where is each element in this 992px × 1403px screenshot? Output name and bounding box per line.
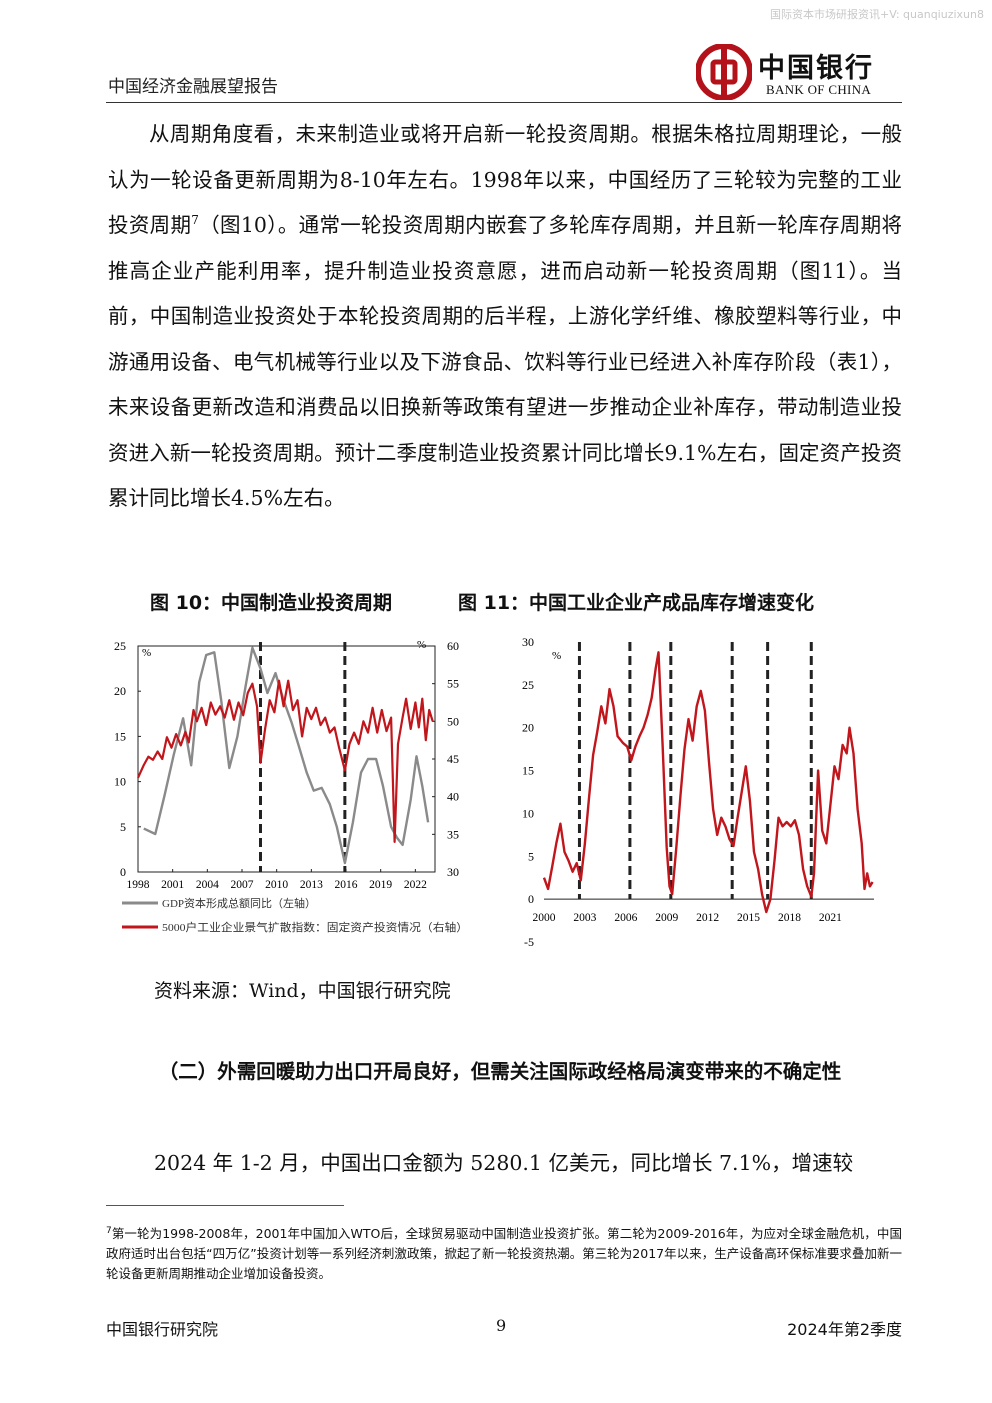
y-tick-label: 10 — [522, 806, 534, 820]
y-tick-label: 5 — [528, 849, 534, 863]
y-left-tick-label: 25 — [114, 639, 126, 653]
x-tick-label: 1998 — [127, 879, 150, 891]
plot-frame — [137, 645, 436, 873]
figure-11-title: 图 11：中国工业企业产成品库存增速变化 — [458, 592, 815, 614]
figure-10-title: 图 10：中国制造业投资周期 — [150, 592, 393, 614]
body-paragraph-2: 2024 年 1-2 月，中国出口金额为 5280.1 亿美元，同比增长 7.1… — [154, 1146, 902, 1176]
x-tick-label: 2000 — [533, 912, 556, 924]
legend-label-gdp: GDP资本形成总额同比（左轴） — [162, 896, 316, 910]
y-tick-label: 25 — [522, 678, 534, 692]
x-tick-label: 2013 — [300, 879, 323, 891]
x-tick-label: 2004 — [196, 879, 219, 891]
y-left-unit: % — [142, 647, 151, 659]
y-right-tick-label: 30 — [447, 865, 459, 879]
x-tick-label: 2010 — [265, 879, 288, 891]
series-inventory-growth-line — [542, 651, 874, 914]
footer-period: 2024年第2季度 — [787, 1320, 902, 1339]
series-gdp-capital-line — [143, 646, 430, 865]
logo-english-name: BANK OF CHINA — [766, 82, 872, 97]
y-left-tick-label: 20 — [114, 684, 126, 698]
footnote-ref: 7 — [191, 213, 199, 228]
x-tick-label: 2001 — [161, 879, 184, 891]
y-right-tick-label: 55 — [447, 677, 459, 691]
section-heading: （二）外需回暖助力出口开局良好，但需关注国际政经格局演变带来的不确定性 — [158, 1060, 842, 1083]
legend-label-diffusion: 5000户工业企业景气扩散指数：固定资产投资情况（右轴） — [162, 920, 468, 934]
y-left-tick-label: 10 — [114, 775, 126, 789]
y-right-tick-label: 35 — [447, 827, 459, 841]
figure-10-chart: 0 5 10 15 20 25 30 35 40 45 50 55 60%% 1998 2001 2004 20… — [114, 639, 468, 934]
y-tick-label: 30 — [522, 635, 534, 649]
page-number: 9 — [496, 1316, 507, 1335]
x-tick-label: 2018 — [778, 912, 801, 924]
body-paragraph-part2: （图10）。通常一轮投资周期内嵌套了多轮库存周期，并且新一轮库存周期将推高企业产… — [108, 213, 902, 510]
body-paragraph-part1: 从周期角度看，未来制造业或将开启新一轮投资周期。根据朱格拉周期理论，一般认为一轮… — [108, 122, 902, 237]
x-tick-label: 2006 — [614, 912, 637, 924]
x-tick-label: 2012 — [696, 912, 719, 924]
x-tick-label: 2007 — [231, 879, 254, 891]
logo-chinese-name: 中国银行 — [758, 53, 874, 84]
series-diffusion-index-line — [136, 679, 434, 843]
footer-institution: 中国银行研究院 — [106, 1320, 219, 1339]
x-tick-label: 2021 — [819, 912, 842, 924]
y-right-unit: % — [417, 639, 426, 651]
bank-logo: 中国银行 BANK OF CHINA — [695, 43, 896, 101]
y-right-tick-label: 40 — [447, 790, 459, 804]
body-paragraph-2-text: 2024 年 1-2 月，中国出口金额为 5280.1 亿美元，同比增长 7.1… — [154, 1151, 854, 1175]
y-left-tick-label: 0 — [120, 865, 126, 879]
x-tick-label: 2022 — [404, 879, 427, 891]
footnote: 7第一轮为1998-2008年，2001年中国加入WTO后，全球贸易驱动中国制造… — [106, 1221, 902, 1284]
y-tick-label: 15 — [522, 764, 534, 778]
report-title: 中国经济金融展望报告 — [108, 77, 278, 97]
x-tick-label: 2015 — [737, 912, 760, 924]
boc-emblem-icon — [695, 43, 753, 101]
y-tick-label: 20 — [522, 721, 534, 735]
footnote-divider — [106, 1205, 344, 1206]
header-divider — [106, 102, 902, 103]
y-right-tick-label: 45 — [447, 752, 459, 766]
figure-source: 资料来源：Wind，中国银行研究院 — [154, 980, 451, 1002]
body-paragraph: 从周期角度看，未来制造业或将开启新一轮投资周期。根据朱格拉周期理论，一般认为一轮… — [108, 112, 902, 522]
y-left-tick-label: 15 — [114, 729, 126, 743]
watermark: 国际资本市场研报资讯+V: quanqiuzixun8 — [769, 8, 984, 21]
y-right-tick-label: 60 — [447, 639, 459, 653]
y-left-tick-label: 5 — [120, 820, 126, 834]
y-tick-label: 0 — [528, 892, 534, 906]
x-tick-label: 2016 — [335, 879, 358, 891]
x-tick-label: 2009 — [655, 912, 678, 924]
y-right-tick-label: 50 — [447, 714, 459, 728]
footnote-mark: 7 — [106, 1226, 112, 1236]
figure-11-chart: -5 0 5 10 15 20 25 30% 2000 2003 2006 2009 2012 2015 2… — [522, 635, 874, 949]
y-unit: % — [552, 650, 561, 662]
x-tick-label: 2019 — [369, 879, 392, 891]
x-tick-label: 2003 — [573, 912, 596, 924]
footnote-text: 第一轮为1998-2008年，2001年中国加入WTO后，全球贸易驱动中国制造业… — [106, 1226, 902, 1282]
y-tick-label: -5 — [524, 935, 534, 949]
